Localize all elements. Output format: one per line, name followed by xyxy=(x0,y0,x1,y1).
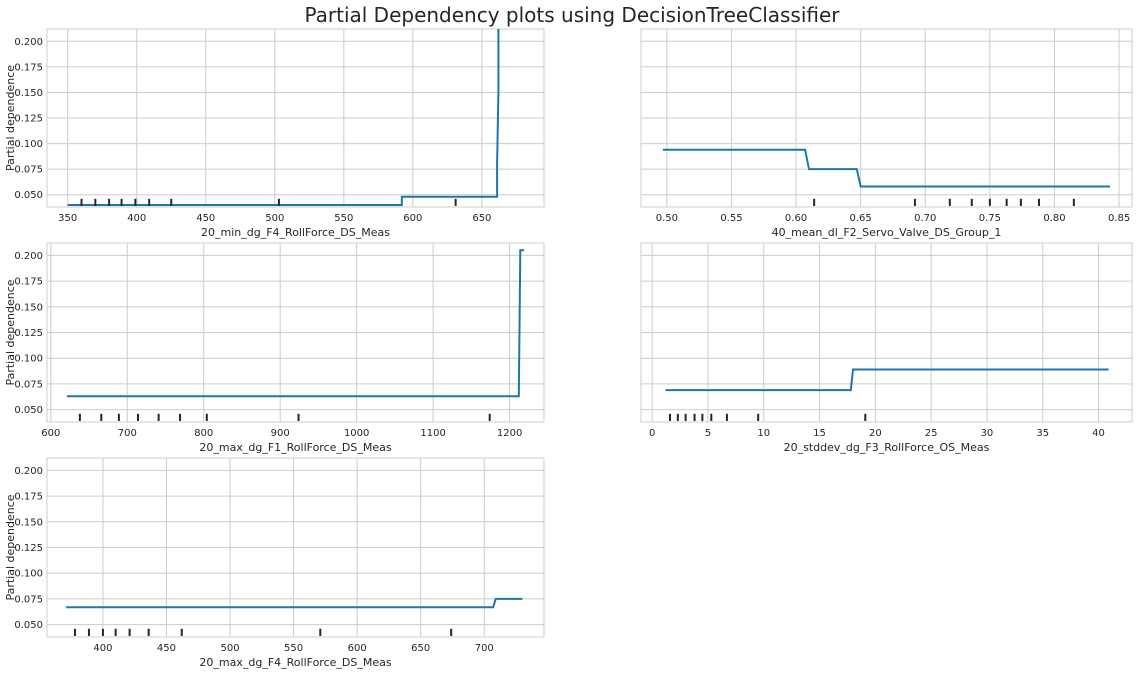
panels-container: 350 400 450 500 550 600 6500.0500.0750.1000.12… xyxy=(4,28,1133,669)
x-tick-label: 650 xyxy=(472,213,491,224)
x-tick-label: 550 xyxy=(334,213,353,224)
x-tick-label: 30 xyxy=(981,428,994,439)
x-tick-label: 0.65 xyxy=(850,213,872,224)
chart-title: Partial Dependency plots using DecisionT… xyxy=(304,3,840,27)
x-tick-label: 650 xyxy=(411,643,430,654)
y-tick-label: 0.200 xyxy=(14,251,43,262)
y-tick-label: 0.075 xyxy=(14,594,43,605)
x-axis-label: 40_mean_dl_F2_Servo_Valve_DS_Group_1 xyxy=(772,226,1002,239)
x-tick-label: 0.50 xyxy=(656,213,678,224)
panel-1: 350 400 450 500 550 600 650 0.050 0.075 0.100 0.12… xyxy=(4,28,545,239)
x-tick-label: 15 xyxy=(813,428,826,439)
x-tick-label: 400 xyxy=(127,213,146,224)
pd-curve xyxy=(66,597,523,609)
x-tick-label: 5 xyxy=(705,428,711,439)
x-tick-label: 20 xyxy=(869,428,882,439)
y-tick-label: 0.175 xyxy=(14,492,43,503)
x-axis-label: 20_max_dg_F1_RollForce_DS_Meas xyxy=(199,441,391,454)
y-tick-label: 0.100 xyxy=(14,354,43,365)
x-tick-label: 700 xyxy=(118,428,137,439)
y-axis-label: Partial dependence xyxy=(4,279,17,385)
x-tick-label: 0.55 xyxy=(720,213,742,224)
pd-curve xyxy=(665,368,1109,392)
x-tick-label: 450 xyxy=(196,213,215,224)
axes-frame xyxy=(640,28,1133,208)
y-tick-label: 0.200 xyxy=(14,37,43,48)
pd-curve xyxy=(66,249,525,398)
x-tick-label: 600 xyxy=(348,643,367,654)
y-tick-label: 0.125 xyxy=(14,328,43,339)
y-tick-label: 0.175 xyxy=(14,277,43,288)
x-axis-label: 20_min_dg_F4_RollForce_DS_Meas xyxy=(201,226,390,239)
x-tick-label: 500 xyxy=(265,213,284,224)
y-tick-label: 0.150 xyxy=(14,517,43,528)
x-tick-label: 1000 xyxy=(344,428,369,439)
axes-frame xyxy=(46,242,545,423)
x-tick-label: 1100 xyxy=(420,428,445,439)
x-tick-label: 550 xyxy=(284,643,303,654)
y-tick-label: 0.075 xyxy=(14,165,43,176)
panel-3: 600 700 800 900 1000 1100 1200 0.050 0.075 0.100 0… xyxy=(4,242,545,454)
x-tick-label: 900 xyxy=(271,428,290,439)
x-axis-label: 20_stddev_dg_F3_RollForce_OS_Meas xyxy=(784,441,990,454)
y-tick-label: 0.200 xyxy=(14,466,43,477)
y-tick-label: 0.150 xyxy=(14,302,43,313)
x-tick-label: 1200 xyxy=(497,428,522,439)
y-tick-label: 0.050 xyxy=(14,620,43,631)
axes-frame xyxy=(46,457,545,638)
y-tick-label: 0.100 xyxy=(14,139,43,150)
x-tick-label: 800 xyxy=(194,428,213,439)
x-tick-label: 450 xyxy=(157,643,176,654)
axes-frame xyxy=(640,242,1133,423)
x-tick-label: 350 xyxy=(58,213,77,224)
y-tick-label: 0.150 xyxy=(14,88,43,99)
x-tick-label: 0.80 xyxy=(1043,213,1065,224)
y-tick-label: 0.125 xyxy=(14,543,43,554)
x-tick-label: 400 xyxy=(93,643,112,654)
x-tick-label: 40 xyxy=(1092,428,1105,439)
x-tick-label: 0 xyxy=(649,428,655,439)
x-tick-label: 600 xyxy=(41,428,60,439)
x-tick-label: 0.70 xyxy=(914,213,936,224)
x-tick-label: 0.85 xyxy=(1108,213,1130,224)
x-tick-label: 500 xyxy=(220,643,239,654)
x-tick-label: 600 xyxy=(403,213,422,224)
x-tick-label: 0.75 xyxy=(979,213,1001,224)
y-tick-label: 0.050 xyxy=(14,405,43,416)
axes-frame xyxy=(46,28,545,208)
x-tick-label: 10 xyxy=(757,428,770,439)
y-tick-label: 0.050 xyxy=(14,190,43,201)
panel-5: 400 450 500 550 600 650 700 0.050 0.075 0.100 0.12… xyxy=(4,457,545,669)
pd-curve xyxy=(67,29,500,206)
panel-2: 0.50 0.55 0.60 0.65 0.70 0.75 0.80 0.85 40_mean_… xyxy=(640,28,1133,239)
panel-4: 0 5 10 15 20 25 30 35 40 20_stddev_dg_F3_RollForc… xyxy=(640,242,1133,454)
x-tick-label: 0.60 xyxy=(785,213,807,224)
x-axis-label: 20_max_dg_F4_RollForce_DS_Meas xyxy=(199,656,391,669)
y-tick-label: 0.075 xyxy=(14,379,43,390)
x-tick-label: 25 xyxy=(925,428,938,439)
pd-curve xyxy=(663,148,1110,188)
y-axis-label: Partial dependence xyxy=(4,65,17,171)
x-tick-label: 35 xyxy=(1036,428,1049,439)
y-axis-label: Partial dependence xyxy=(4,494,17,600)
y-tick-label: 0.100 xyxy=(14,569,43,580)
y-tick-label: 0.125 xyxy=(14,114,43,125)
x-tick-label: 700 xyxy=(475,643,494,654)
y-tick-label: 0.175 xyxy=(14,62,43,73)
